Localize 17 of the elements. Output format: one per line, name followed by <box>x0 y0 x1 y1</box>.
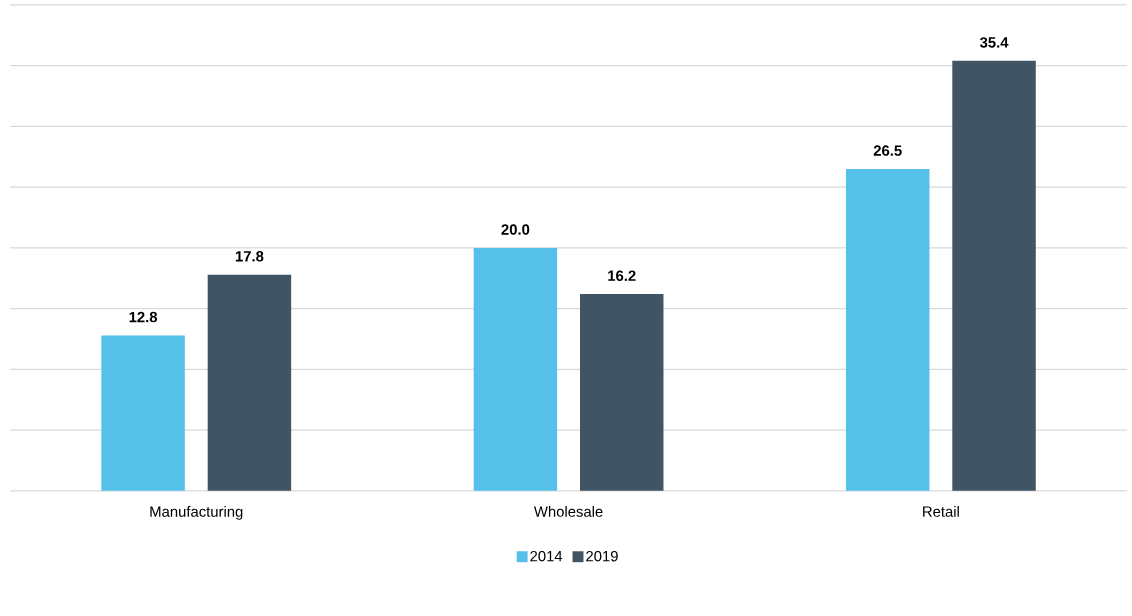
data-label: 20.0 <box>501 224 530 235</box>
data-label: 35.4 <box>979 37 1009 48</box>
legend-label: 2014 <box>530 550 563 562</box>
legend-label: 2019 <box>586 550 618 562</box>
x-tick-label: Manufacturing <box>150 505 243 520</box>
data-label: 17.8 <box>235 251 264 262</box>
bar <box>952 60 1036 491</box>
bar <box>580 294 664 491</box>
data-label: 26.5 <box>873 145 902 156</box>
bar <box>845 168 930 491</box>
x-tick-label: Wholesale <box>533 505 603 517</box>
data-label: 12.8 <box>129 311 158 323</box>
data-label: 16.2 <box>608 270 636 281</box>
bar <box>101 335 185 491</box>
x-tick-label: Retail <box>923 505 959 517</box>
bar <box>207 274 292 491</box>
bar <box>473 247 558 491</box>
